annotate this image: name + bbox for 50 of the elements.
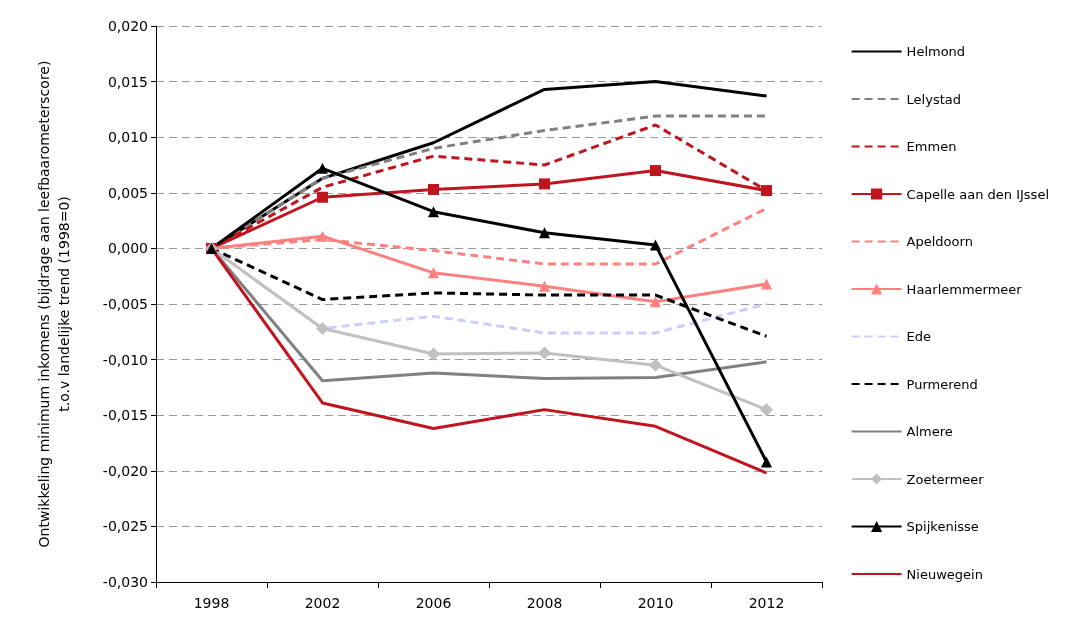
point (650, 239, 661, 251)
x-tick-label: 2010 (637, 595, 674, 611)
legend-label: Capelle aan den IJssel (906, 186, 1050, 202)
point (650, 165, 661, 177)
legend-label: Emmen (906, 139, 957, 154)
legend-label: Almere (906, 424, 953, 439)
point (316, 321, 329, 335)
y-tick-label: -0,005 (102, 296, 148, 312)
point (317, 162, 328, 174)
point (428, 267, 439, 279)
point (649, 358, 662, 372)
y-tick-label: 0,015 (107, 73, 148, 90)
point (539, 227, 550, 239)
x-tick-label: 1998 (193, 595, 230, 611)
point (650, 296, 661, 308)
point (317, 230, 328, 242)
point (761, 456, 772, 468)
point (760, 403, 773, 417)
point (317, 191, 328, 203)
point (539, 280, 550, 292)
point (538, 346, 551, 360)
x-tick-label: 2012 (748, 595, 785, 611)
y-tick-label: 0,005 (107, 184, 148, 201)
legend-label: Ede (906, 329, 932, 344)
legend-label: Nieuwegein (906, 566, 983, 582)
legend-label: Zoetermeer (906, 471, 985, 487)
legend-label: Spijkenisse (906, 519, 979, 534)
y-tick-label: 0,010 (107, 129, 148, 146)
y-tick-label: -0,010 (102, 351, 148, 368)
point (427, 347, 440, 361)
legend-label: Helmond (906, 44, 966, 59)
y-tick-label: 0,000 (107, 240, 148, 257)
x-tick-label: 2006 (415, 595, 452, 611)
y-tick-label: -0,030 (102, 574, 148, 590)
y-tick-label: -0,015 (102, 407, 148, 424)
legend-label: Apeldoorn (906, 234, 973, 249)
y-tick-label: -0,020 (102, 462, 148, 479)
legend-label: Purmerend (906, 376, 978, 392)
point (761, 278, 772, 290)
point (428, 206, 439, 218)
point (539, 178, 550, 190)
legend-label: Lelystad (906, 91, 962, 107)
y-tick-label: 0,020 (107, 18, 148, 34)
point (428, 183, 439, 195)
y-tick-label: -0,025 (102, 518, 148, 535)
x-tick-label: 2002 (304, 595, 341, 611)
point (761, 185, 772, 197)
legend-label: Haarlemmermeer (906, 281, 1023, 297)
y-axis-title: Ontwikkeling minimum inkomens (bijdrage aan leefbaarometerscore) t.o.v landelijke trend (1998=0) (36, 60, 72, 548)
x-tick-label: 2008 (526, 595, 563, 611)
